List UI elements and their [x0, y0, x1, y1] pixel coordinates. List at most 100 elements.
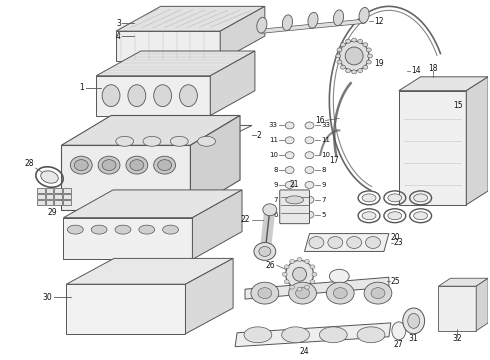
- Polygon shape: [245, 277, 389, 299]
- Text: 32: 32: [453, 334, 462, 343]
- Ellipse shape: [308, 12, 318, 28]
- Text: 20: 20: [390, 233, 400, 242]
- Polygon shape: [191, 116, 240, 210]
- Ellipse shape: [102, 159, 116, 171]
- Ellipse shape: [305, 122, 314, 129]
- Ellipse shape: [128, 85, 146, 107]
- Ellipse shape: [154, 156, 175, 174]
- Polygon shape: [466, 77, 488, 205]
- Ellipse shape: [289, 282, 317, 304]
- Text: 6: 6: [273, 212, 278, 218]
- Text: 11: 11: [321, 137, 330, 143]
- Ellipse shape: [258, 288, 272, 298]
- Bar: [46, 194, 53, 199]
- Ellipse shape: [359, 8, 369, 23]
- Ellipse shape: [102, 85, 120, 107]
- Ellipse shape: [293, 267, 307, 281]
- Ellipse shape: [254, 243, 276, 260]
- Polygon shape: [220, 6, 265, 61]
- Ellipse shape: [371, 288, 385, 298]
- Polygon shape: [193, 190, 242, 260]
- Ellipse shape: [362, 194, 376, 202]
- Ellipse shape: [285, 211, 294, 218]
- Ellipse shape: [285, 196, 294, 203]
- Ellipse shape: [71, 156, 92, 174]
- Text: 2: 2: [257, 131, 262, 140]
- Ellipse shape: [392, 322, 406, 340]
- Ellipse shape: [163, 225, 178, 234]
- Ellipse shape: [363, 43, 368, 47]
- Ellipse shape: [414, 194, 428, 202]
- Ellipse shape: [285, 167, 294, 174]
- Ellipse shape: [305, 211, 314, 218]
- Ellipse shape: [126, 156, 148, 174]
- Text: 9: 9: [273, 182, 278, 188]
- Text: 25: 25: [391, 277, 400, 286]
- Ellipse shape: [284, 265, 289, 269]
- Ellipse shape: [310, 280, 315, 284]
- Text: 24: 24: [300, 347, 309, 356]
- Ellipse shape: [358, 69, 363, 73]
- Ellipse shape: [347, 237, 362, 248]
- Text: 33: 33: [321, 122, 330, 129]
- Text: 16: 16: [315, 116, 324, 125]
- Polygon shape: [210, 51, 255, 116]
- Bar: [37, 194, 45, 199]
- Text: 21: 21: [290, 180, 299, 189]
- Ellipse shape: [305, 196, 314, 203]
- Polygon shape: [103, 125, 252, 145]
- Ellipse shape: [251, 282, 279, 304]
- Bar: [46, 200, 53, 205]
- Text: 27: 27: [394, 340, 404, 349]
- Ellipse shape: [366, 237, 380, 248]
- Ellipse shape: [297, 257, 302, 261]
- Polygon shape: [305, 234, 389, 251]
- Bar: [63, 194, 72, 199]
- Polygon shape: [116, 6, 265, 31]
- Ellipse shape: [286, 196, 303, 204]
- Ellipse shape: [41, 171, 58, 183]
- Polygon shape: [439, 286, 476, 331]
- Ellipse shape: [388, 194, 402, 202]
- Ellipse shape: [244, 327, 272, 343]
- Ellipse shape: [345, 39, 350, 43]
- Ellipse shape: [116, 136, 134, 146]
- Polygon shape: [476, 278, 488, 331]
- Ellipse shape: [362, 212, 376, 220]
- Ellipse shape: [305, 285, 310, 289]
- Bar: [54, 194, 62, 199]
- Ellipse shape: [336, 54, 341, 58]
- Text: 31: 31: [409, 334, 418, 343]
- Polygon shape: [96, 76, 210, 116]
- Bar: [54, 188, 62, 193]
- Text: 10: 10: [321, 152, 330, 158]
- Ellipse shape: [285, 122, 294, 129]
- Ellipse shape: [91, 225, 107, 234]
- Ellipse shape: [179, 85, 197, 107]
- Ellipse shape: [358, 39, 363, 43]
- Ellipse shape: [367, 48, 371, 52]
- Ellipse shape: [130, 159, 144, 171]
- Text: 13: 13: [335, 285, 344, 294]
- Polygon shape: [61, 145, 191, 210]
- Text: 11: 11: [269, 137, 278, 143]
- Polygon shape: [66, 284, 185, 334]
- Text: 8: 8: [273, 167, 278, 173]
- Ellipse shape: [363, 65, 368, 69]
- Ellipse shape: [263, 204, 277, 216]
- Ellipse shape: [285, 181, 294, 188]
- Ellipse shape: [341, 65, 345, 69]
- Ellipse shape: [309, 237, 324, 248]
- Text: 7: 7: [321, 197, 326, 203]
- Text: 5: 5: [321, 212, 326, 218]
- Ellipse shape: [352, 38, 357, 42]
- Ellipse shape: [295, 288, 310, 298]
- Text: 29: 29: [48, 208, 57, 217]
- Bar: [63, 188, 72, 193]
- Polygon shape: [235, 323, 391, 347]
- Polygon shape: [66, 258, 233, 284]
- Ellipse shape: [285, 137, 294, 144]
- Ellipse shape: [337, 60, 342, 64]
- Ellipse shape: [367, 60, 371, 64]
- Polygon shape: [96, 51, 255, 76]
